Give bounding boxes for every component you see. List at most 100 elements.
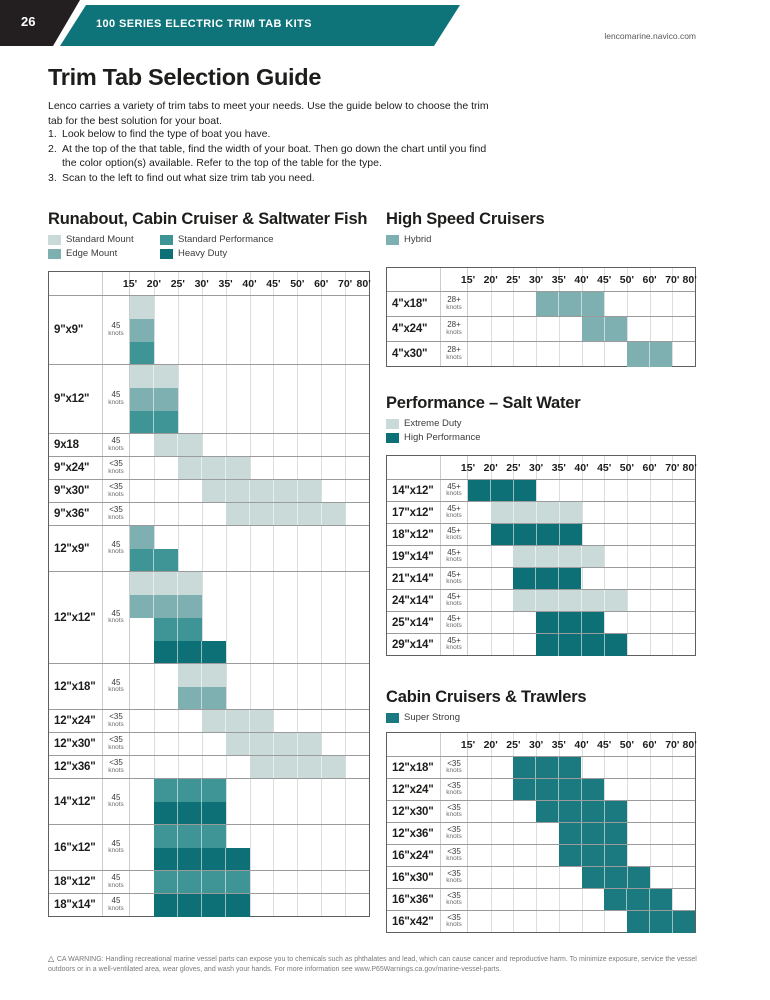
range-cell [626, 889, 650, 911]
range-cell [130, 411, 154, 434]
range-cell [581, 801, 604, 823]
range-cell [201, 848, 226, 871]
table-row: 18"x12" 45 knots [49, 870, 369, 894]
column-gridline [581, 456, 583, 479]
range-cell [201, 871, 226, 894]
size-text: 9x18 [54, 439, 79, 451]
column-gridline [490, 634, 492, 655]
range-cell [558, 779, 582, 801]
column-gridline [672, 546, 674, 567]
standard_mount-band [177, 664, 226, 687]
tab-size-label: 4"x24" [387, 317, 441, 341]
standard_performance-band [130, 411, 178, 434]
range-cell [535, 779, 559, 801]
range-cell [558, 634, 581, 656]
column-gridline [153, 480, 155, 502]
table-row: 12"x36" <35 knots [387, 822, 695, 845]
table-row: 12"x30" <35 knots [387, 800, 695, 823]
column-gridline [513, 867, 515, 888]
column-gridline [321, 871, 323, 893]
range-cell [225, 457, 250, 480]
column-gridline [249, 296, 251, 364]
column-gridline [581, 889, 583, 910]
column-gridline [672, 733, 674, 756]
column-gridline [513, 845, 515, 866]
column-gridline [649, 268, 651, 291]
column-gridline [153, 664, 155, 709]
column-gridline [297, 365, 299, 433]
knots-cell: <35 knots [103, 733, 130, 755]
column-gridline [513, 317, 515, 341]
column-gridline [672, 757, 674, 778]
range-cell [296, 503, 321, 526]
column-gridline [490, 845, 492, 866]
table-row: 4"x24" 28+ knots [387, 316, 695, 342]
column-gridline [626, 845, 628, 866]
edge_mount-band [130, 319, 154, 342]
knots-unit: knots [108, 617, 124, 625]
step-3: 3. Scan to the left to find out what siz… [48, 171, 500, 186]
column-gridline [626, 317, 628, 341]
range-cell [513, 546, 536, 568]
range-cell [626, 342, 650, 367]
size-text: 12"x18" [54, 680, 96, 693]
super_strong-band [536, 801, 627, 823]
column-gridline [536, 889, 538, 910]
standard_performance-band [153, 779, 226, 802]
column-gridline [626, 502, 628, 523]
knots-unit: knots [108, 398, 124, 406]
range-cell [558, 757, 582, 779]
range-cell [249, 710, 274, 733]
column-gridline [626, 733, 628, 756]
range-cell [581, 292, 605, 317]
table-row: 19"x14" 45+ knots [387, 545, 695, 568]
knots-value: <35 [109, 735, 123, 745]
column-gridline [490, 292, 492, 316]
range-cell [603, 823, 627, 845]
column-gridline [249, 825, 251, 870]
table-row: 18"x12" 45+ knots [387, 523, 695, 546]
knots-unit: knots [446, 556, 462, 564]
range-cell [130, 595, 154, 618]
speed-cells [468, 317, 695, 342]
range-cell [201, 687, 226, 710]
column-gridline [225, 779, 227, 824]
legend-item: Extreme Duty [386, 418, 696, 429]
knots-value: 45 [111, 539, 121, 549]
table-row: 14"x12" 45+ knots [387, 479, 695, 502]
range-cell [603, 801, 627, 823]
hybrid-band [626, 342, 673, 367]
range-cell [249, 756, 273, 779]
column-gridline [536, 268, 538, 291]
range-cell [153, 411, 178, 434]
legend-item: Super Strong [386, 712, 696, 723]
column-gridline [345, 733, 347, 755]
legend-item: Standard Performance [160, 234, 370, 245]
column-gridline [345, 894, 347, 916]
speed-column-label: 50' [619, 273, 634, 286]
column-gridline [604, 779, 606, 800]
tab-size-label: 12"x9" [49, 526, 103, 571]
knots-cell: 45+ knots [441, 546, 468, 567]
table-row: 12"x30" <35 knots [49, 732, 369, 756]
column-gridline [345, 526, 347, 571]
size-text: 9"x12" [54, 393, 90, 405]
column-gridline [273, 871, 275, 893]
speed-column-label: 20' [146, 277, 161, 290]
range-cell [130, 549, 154, 572]
column-gridline [201, 434, 203, 456]
knots-unit: knots [446, 490, 462, 498]
knots-cell: 45+ knots [441, 502, 468, 523]
edge_mount-band [130, 526, 154, 549]
tab-size-label: 17"x12" [387, 502, 441, 523]
column-gridline [297, 664, 299, 709]
column-gridline [604, 292, 606, 316]
column-gridline [321, 825, 323, 870]
knots-unit: knots [446, 877, 462, 885]
column-gridline [273, 894, 275, 916]
column-gridline [321, 272, 323, 295]
column-gridline [536, 342, 538, 366]
range-cell [536, 634, 559, 656]
tab-size-label: 12"x36" [49, 756, 103, 778]
high_performance-swatch [386, 432, 399, 443]
